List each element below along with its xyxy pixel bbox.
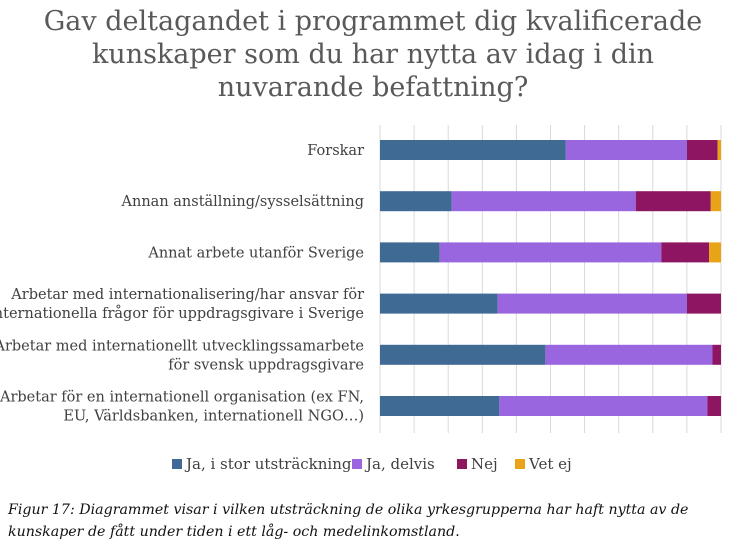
bar-segment — [686, 293, 721, 314]
category-label: Arbetar med internationalisering/har ans… — [10, 287, 364, 303]
bar-segment — [451, 191, 636, 212]
bar-segment — [635, 191, 711, 212]
category-label: EU, Världsbanken, internationell NGO…) — [63, 409, 364, 425]
bar-segment — [380, 191, 452, 212]
bar-segment — [707, 396, 721, 416]
category-label: Forskar — [307, 143, 364, 159]
bar-segment — [499, 396, 708, 416]
figure-caption: Figur 17: Diagrammet visar i vilken utst… — [8, 502, 689, 540]
category-label: för svensk uppdragsgivare — [168, 357, 364, 373]
chart-title-line: Gav deltagandet i programmet dig kvalifi… — [44, 6, 703, 37]
bar-segment — [661, 242, 710, 263]
legend-label: Nej — [471, 455, 498, 473]
category-label: Annat arbete utanför Sverige — [147, 245, 364, 261]
category-label: Arbetar med internationellt utvecklingss… — [0, 338, 364, 354]
bar-segment — [712, 344, 721, 365]
category-label: internationella frågor för uppdragsgivar… — [0, 305, 364, 322]
bar-segment — [686, 140, 718, 160]
bar-segment — [439, 242, 662, 263]
bar-segment — [380, 293, 498, 314]
legend-label: Vet ej — [528, 455, 572, 473]
bar-segment — [380, 396, 500, 416]
legend-label: Ja, i stor utsträckning — [184, 455, 352, 473]
bar-segment — [545, 344, 713, 365]
bar-segment — [380, 140, 566, 160]
legend-swatch — [457, 459, 467, 469]
bar-segment — [717, 140, 721, 160]
bar-segment — [497, 293, 687, 314]
legend-swatch — [352, 459, 362, 469]
legend: Ja, i stor utsträckning Ja, delvis Nej Vet … — [172, 455, 572, 473]
bar-segment — [709, 242, 721, 263]
category-labels: Forskar Annan anställning/sysselsättning A… — [0, 143, 364, 425]
legend-swatch — [172, 459, 182, 469]
bar-segment — [710, 191, 721, 212]
gridlines — [379, 125, 722, 433]
chart: Gav deltagandet i programmet dig kvalifi… — [0, 6, 722, 473]
bar-segment — [380, 242, 440, 263]
category-label: Arbetar för en internationell organisati… — [0, 390, 364, 406]
legend-label: Ja, delvis — [364, 455, 435, 473]
bar-segment — [565, 140, 687, 160]
chart-title: Gav deltagandet i programmet dig kvalifi… — [44, 6, 703, 103]
category-label: Annan anställning/sysselsättning — [121, 194, 364, 210]
legend-swatch — [515, 459, 525, 469]
chart-title-line: nuvarande befattning? — [218, 72, 529, 103]
bars — [380, 140, 721, 416]
bar-segment — [380, 344, 546, 365]
chart-title-line: kunskaper som du har nytta av idag i din — [92, 39, 654, 70]
